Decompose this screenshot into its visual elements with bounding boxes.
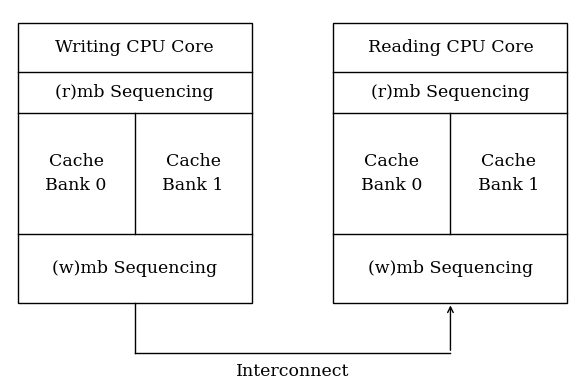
Text: (r)mb Sequencing: (r)mb Sequencing — [371, 84, 530, 101]
Text: Reading CPU Core: Reading CPU Core — [367, 39, 534, 56]
Text: (w)mb Sequencing: (w)mb Sequencing — [368, 260, 533, 277]
Text: (w)mb Sequencing: (w)mb Sequencing — [52, 260, 217, 277]
Text: (r)mb Sequencing: (r)mb Sequencing — [55, 84, 214, 101]
Text: Interconnect: Interconnect — [236, 363, 349, 380]
Text: Cache
Bank 1: Cache Bank 1 — [163, 153, 223, 194]
Text: Cache
Bank 0: Cache Bank 0 — [362, 153, 422, 194]
Text: Writing CPU Core: Writing CPU Core — [55, 39, 214, 56]
Bar — [333, 23, 567, 303]
Text: Cache
Bank 0: Cache Bank 0 — [46, 153, 106, 194]
Bar — [18, 23, 252, 303]
Text: Cache
Bank 1: Cache Bank 1 — [479, 153, 539, 194]
